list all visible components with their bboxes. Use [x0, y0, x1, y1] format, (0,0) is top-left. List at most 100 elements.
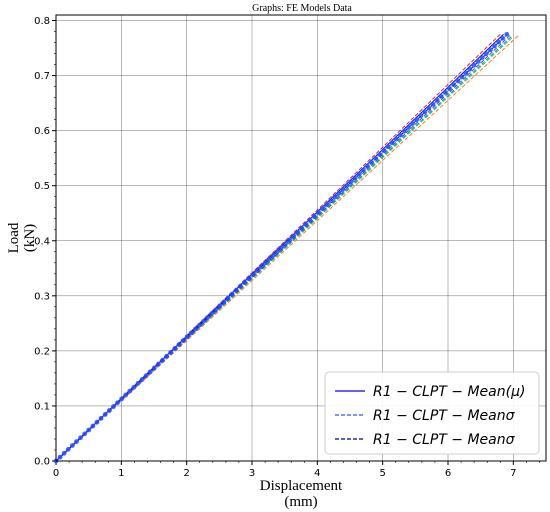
marker-point	[74, 439, 79, 445]
marker-point	[365, 163, 370, 169]
x-tick-label: 0	[53, 468, 59, 479]
marker-point	[299, 225, 305, 231]
marker-point	[123, 392, 129, 398]
marker-point	[86, 427, 92, 433]
plot-frame	[55, 14, 547, 462]
y-tick-label: 0.5	[34, 181, 50, 192]
marker-point	[315, 210, 321, 216]
marker-point	[262, 260, 268, 266]
marker-point	[270, 252, 276, 258]
y-tick-label: 0.3	[34, 291, 50, 302]
marker-point	[78, 435, 83, 441]
marker-point	[217, 303, 223, 309]
marker-point	[98, 415, 104, 421]
marker-point	[467, 66, 473, 72]
legend-label: R1 − CLPT − Meanσ	[373, 432, 516, 448]
marker-point	[69, 443, 75, 448]
marker-point	[319, 206, 325, 212]
marker-point	[192, 326, 198, 332]
marker-point	[500, 35, 506, 41]
marker-point	[82, 431, 88, 437]
marker-point	[385, 144, 391, 150]
marker-point	[135, 381, 141, 386]
marker-point	[324, 202, 329, 208]
y-tick-label: 0.4	[34, 236, 50, 247]
legend-label: R1 − CLPT − Meanσ	[373, 408, 516, 424]
marker-point	[172, 346, 178, 351]
y-tick-label: 0.8	[34, 16, 50, 27]
marker-point	[451, 82, 456, 88]
marker-point	[127, 388, 133, 394]
marker-point	[442, 90, 448, 95]
x-tick-label: 2	[183, 468, 189, 479]
marker-point	[496, 39, 502, 45]
marker-point	[279, 245, 284, 251]
marker-point	[201, 318, 206, 324]
marker-point	[65, 446, 71, 452]
marker-point	[106, 408, 112, 413]
marker-point	[164, 353, 170, 359]
marker-point	[151, 365, 157, 371]
marker-point	[180, 338, 186, 344]
marker-point	[229, 291, 235, 297]
marker-point	[373, 156, 379, 161]
marker-point	[197, 322, 202, 328]
marker-point	[356, 171, 362, 177]
marker-point	[471, 62, 477, 68]
marker-point	[258, 264, 264, 270]
marker-point	[401, 128, 407, 134]
series-line-3	[55, 35, 519, 462]
marker-point	[188, 330, 194, 336]
marker-point	[147, 369, 153, 375]
marker-point	[438, 93, 444, 99]
marker-point	[295, 229, 301, 235]
marker-point	[336, 190, 342, 196]
x-tick-label: 4	[314, 468, 320, 479]
marker-point	[250, 272, 256, 278]
y-axis-label: Load	[6, 222, 22, 253]
marker-point	[131, 384, 137, 390]
marker-point	[176, 342, 182, 348]
marker-point	[205, 315, 211, 320]
series-group	[53, 31, 519, 464]
marker-point	[274, 249, 280, 254]
marker-point	[209, 311, 215, 316]
marker-point	[418, 113, 424, 119]
marker-point	[156, 361, 161, 367]
marker-point	[348, 179, 354, 185]
marker-point	[143, 373, 149, 379]
y-tick-label: 0.0	[34, 457, 50, 468]
marker-point	[184, 334, 190, 340]
marker-point	[455, 78, 461, 84]
marker-point	[360, 167, 366, 173]
marker-point	[254, 268, 260, 274]
marker-point	[287, 237, 292, 243]
marker-point	[410, 121, 415, 126]
x-axis-label: Displacement	[260, 478, 343, 494]
marker-point	[447, 86, 452, 91]
marker-point	[311, 214, 317, 220]
marker-point	[504, 31, 510, 37]
marker-point	[57, 454, 63, 460]
marker-point	[246, 276, 252, 282]
marker-point	[102, 412, 108, 417]
marker-point	[168, 349, 174, 355]
marker-point	[328, 198, 333, 204]
marker-point	[160, 357, 165, 363]
marker-point	[61, 450, 67, 456]
marker-point	[479, 55, 485, 60]
marker-point	[307, 218, 313, 223]
marker-point	[463, 70, 469, 76]
x-tick-label: 6	[445, 468, 451, 479]
marker-point	[352, 175, 358, 181]
marker-point	[397, 132, 403, 138]
marker-point	[406, 124, 411, 130]
legend: R1 − CLPT − Mean(μ) R1 − CLPT − Meanσ R1 −…	[324, 371, 540, 455]
marker-point	[115, 400, 120, 406]
marker-point	[393, 136, 399, 142]
marker-point	[139, 377, 145, 382]
marker-point	[483, 51, 489, 57]
legend-box	[324, 371, 540, 455]
marker-point	[389, 140, 395, 146]
